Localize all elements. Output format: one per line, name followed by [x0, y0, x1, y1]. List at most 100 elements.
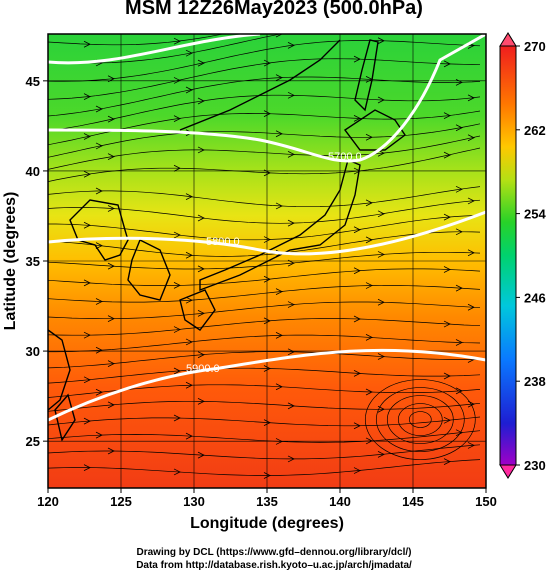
x-tick-label: 140 — [329, 494, 351, 509]
streamline-arrow — [377, 251, 385, 258]
contour-label-5700: 5700.0 — [328, 151, 362, 163]
streamline-arrow — [467, 94, 475, 102]
streamline-arrow — [377, 353, 385, 360]
streamline-arrow — [197, 310, 205, 317]
streamline-arrow — [377, 298, 385, 306]
streamline — [48, 34, 282, 64]
streamline-arrow — [83, 376, 91, 384]
streamline — [48, 251, 481, 270]
map-plot-area: 5700.0 5800.0 5900.0 — [47, 5, 487, 489]
streamline-arrow — [353, 422, 361, 430]
streamline-arrow — [365, 236, 373, 244]
y-axis-title: Latitude (degrees) — [2, 192, 19, 331]
coastline-taiwan — [54, 393, 76, 442]
map-title: MSM 12Z26May2023 (500.0hPa) — [125, 0, 423, 19]
streamline-arrow — [287, 42, 295, 49]
streamline-arrow — [263, 472, 271, 479]
streamline-arrow — [275, 202, 283, 210]
y-tick-label: 25 — [26, 434, 40, 449]
streamline-arrow — [173, 414, 181, 422]
streamline-arrow — [95, 142, 103, 150]
streamline — [48, 40, 481, 82]
streamline-arrow — [377, 149, 385, 157]
streamline-arrow — [95, 187, 103, 195]
coastline-russia — [179, 39, 341, 131]
streamline-arrow — [185, 338, 193, 346]
streamline — [48, 147, 481, 182]
wind-streamlines — [48, 5, 481, 479]
streamline-arrow — [197, 451, 205, 459]
streamline-arrow — [377, 96, 385, 104]
colorbar-tick-label: 254 — [524, 207, 546, 222]
streamline-arrow — [467, 442, 475, 449]
streamline-arrow — [353, 167, 361, 175]
x-tick-label: 150 — [475, 494, 497, 509]
streamline-arrow — [185, 86, 193, 94]
streamline-arrow — [377, 37, 385, 45]
streamline-arrow — [173, 468, 181, 476]
streamline-arrow — [83, 417, 91, 425]
colorbar-tick-label: 270 — [524, 39, 546, 54]
streamline — [48, 285, 481, 303]
streamline-arrow — [197, 351, 205, 359]
streamline-arrow — [287, 259, 295, 267]
streamline-arrow — [197, 146, 205, 154]
streamline-arrow — [83, 279, 91, 287]
credit-data-source: Data from http://database.rish.kyoto–u.a… — [136, 560, 412, 571]
streamline — [48, 94, 481, 132]
streamline — [48, 76, 481, 117]
y-tick-label: 45 — [26, 74, 40, 89]
colorbar-tick-label: 230 — [524, 458, 546, 473]
streamline-arrow — [83, 93, 91, 100]
streamline-arrow — [173, 77, 181, 84]
streamline-arrow — [173, 115, 181, 122]
streamline-arrow — [173, 231, 181, 239]
vortex-streamline — [386, 395, 454, 444]
streamline-arrow — [287, 348, 295, 356]
streamline — [48, 135, 481, 170]
streamline — [48, 444, 481, 460]
streamline-arrow — [443, 458, 451, 466]
colorbar-gradient — [499, 45, 517, 466]
contour-label-5800: 5800.0 — [206, 236, 240, 248]
streamline-arrow — [455, 284, 463, 292]
streamline-arrow — [107, 153, 115, 160]
streamline — [48, 58, 481, 100]
vortex-streamline — [408, 411, 432, 428]
streamline-arrow — [443, 320, 451, 328]
streamline-arrow — [95, 105, 103, 113]
x-tick-label: 145 — [402, 494, 424, 509]
streamline-arrow — [173, 367, 181, 375]
streamline-arrow — [365, 334, 373, 341]
streamline-arrow — [377, 405, 385, 413]
streamline — [48, 334, 481, 353]
streamline-arrow — [455, 185, 463, 193]
streamline-arrow — [275, 438, 283, 445]
colorbar: 270 262 254 246 238 230 — [499, 32, 546, 479]
streamline-arrow — [354, 5, 360, 11]
streamline — [48, 400, 481, 412]
streamline-arrow — [365, 282, 373, 289]
streamline-arrow — [275, 383, 283, 391]
streamline-arrow — [83, 331, 91, 339]
streamline-arrow — [83, 221, 91, 229]
streamline-arrow — [467, 303, 475, 311]
streamline-arrow — [467, 249, 475, 257]
coastline-sakhalin — [354, 39, 379, 112]
streamline-arrow — [83, 170, 91, 178]
streamline-arrow — [197, 214, 205, 222]
streamline-arrow — [95, 298, 103, 305]
colorbar-tick-label: 246 — [524, 290, 546, 305]
streamline — [48, 416, 481, 427]
streamline-arrow — [264, 21, 270, 27]
streamline — [48, 34, 225, 46]
colorbar-min-arrow — [499, 464, 517, 479]
streamline-arrow — [263, 169, 271, 177]
streamline-arrow — [287, 455, 295, 463]
streamline-arrow — [287, 402, 295, 410]
streamline-arrow — [83, 133, 91, 140]
streamline-arrow — [197, 97, 205, 105]
streamline-arrow — [467, 134, 475, 142]
streamline-arrow — [107, 262, 115, 270]
